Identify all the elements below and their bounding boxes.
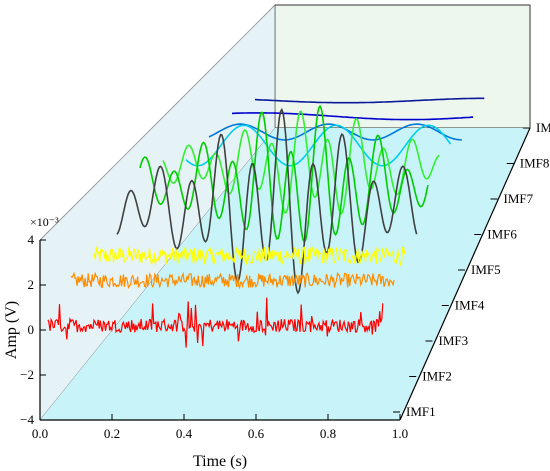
x-axis-title: Time (s) (193, 453, 247, 470)
depth-tick-label: IMF3 (439, 333, 469, 348)
x-tick-label: 0.0 (32, 426, 48, 441)
depth-tick-label: IMF1 (406, 404, 436, 419)
back-wall (274, 4, 531, 129)
series-line-imf2 (70, 271, 395, 290)
series-layer (47, 97, 485, 348)
floor-plane (40, 128, 530, 420)
series-line-imf7 (185, 124, 452, 167)
x-tick-label: 1.0 (392, 426, 408, 441)
depth-tick-label: IMF7 (504, 191, 534, 206)
y-tick-label: −4 (20, 412, 34, 427)
depth-tick-label: IMF4 (455, 298, 485, 313)
y-tick-label: 2 (28, 277, 35, 292)
depth-tick-label: IMF9 (536, 120, 550, 135)
series-line-imf9 (231, 112, 474, 121)
series-line-imf5 (139, 104, 429, 244)
front-axes: 0.0 0.2 0.4 0.6 0.8 1.0 4 2 0 −2 −4 Time (s) Amp … (3, 215, 408, 470)
depth-tick-label: IMF5 (471, 262, 501, 277)
x-tick-label: 0.4 (176, 426, 193, 441)
x-tick-label: 0.8 (320, 426, 336, 441)
series-line-imf3 (93, 246, 406, 267)
depth-axis-line (399, 127, 531, 421)
chart-walls (39, 4, 531, 421)
imf-depth-axis: IMF1 IMF2 IMF3 IMF4 IMF5 IMF6 IMF7 IMF8 IMF9 (393, 120, 550, 421)
x-tick-label: 0.2 (104, 426, 120, 441)
depth-tick-label: IMF8 (520, 156, 550, 171)
y-axis-title: Amp (V) (3, 301, 20, 359)
depth-tick-label: IMF6 (487, 227, 517, 242)
y-scale-exponent: ×10⁻³ (30, 215, 59, 229)
series-line-imf10 (254, 97, 485, 104)
y-tick-label: −2 (20, 367, 34, 382)
y-tick-label: 0 (28, 322, 35, 337)
y-tick-label: 4 (28, 232, 35, 247)
series-line-imf1 (47, 297, 384, 348)
depth-tick-label: IMF2 (422, 369, 452, 384)
x-tick-label: 0.6 (248, 426, 265, 441)
side-wall-top-edge (39, 4, 276, 241)
